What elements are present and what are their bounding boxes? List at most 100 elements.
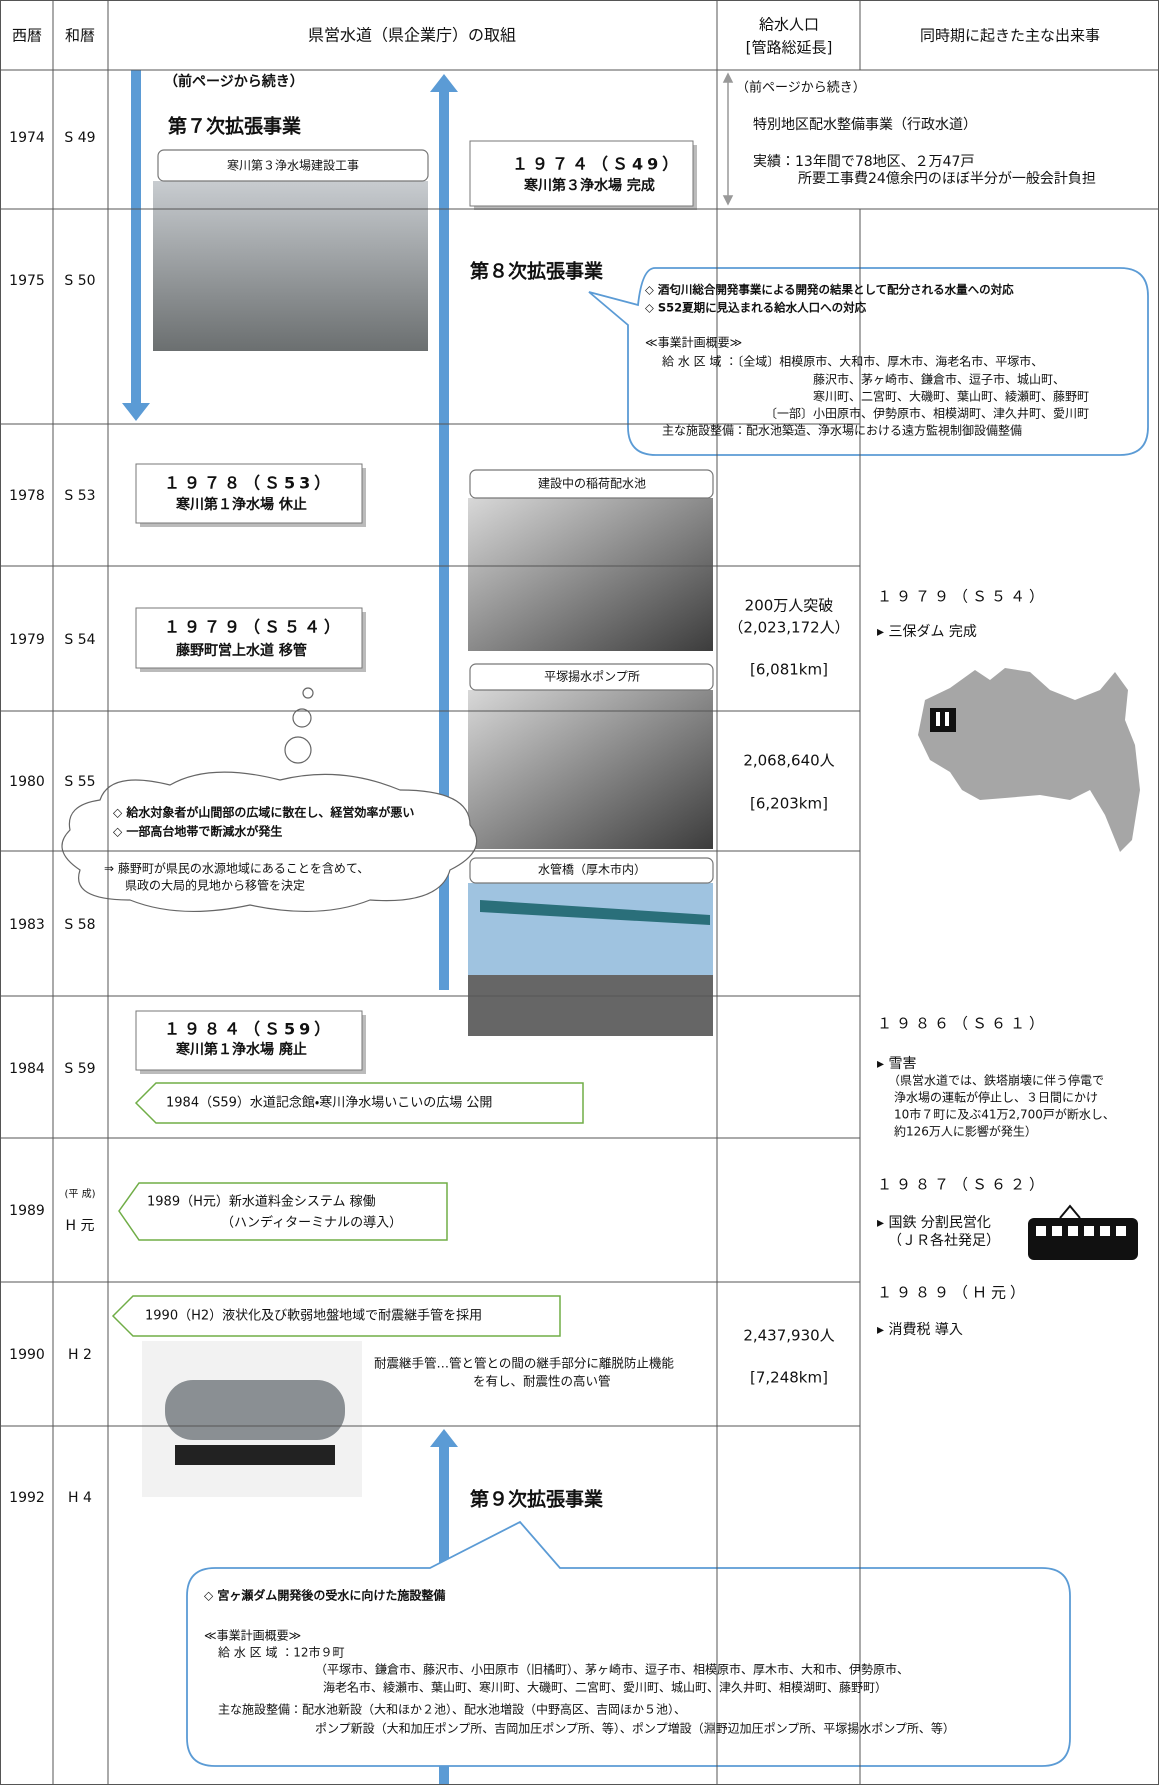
plan-line: （平塚市、鎌倉市、藤沢市、小田原市（旧橘町）、茅ヶ崎市、逗子市、相模原市、厚木市… bbox=[315, 1662, 909, 1677]
project-title: 第７次拡張事業 bbox=[168, 115, 302, 138]
continued-note: （前ページから続き） bbox=[736, 80, 866, 96]
photo bbox=[468, 690, 713, 849]
year-cell: 1979 bbox=[9, 632, 45, 648]
map bbox=[918, 668, 1140, 852]
callout bbox=[588, 267, 1149, 456]
photo bbox=[468, 498, 713, 651]
plan-heading: ≪事業計画概要≫ bbox=[204, 1628, 301, 1643]
photo-pipe bbox=[165, 1380, 345, 1440]
header-cell: 和暦 bbox=[65, 27, 95, 45]
pipe-note: を有し、耐震性の高い管 bbox=[473, 1374, 611, 1389]
event-item: ▸ 消費税 導入 bbox=[877, 1322, 963, 1338]
photo bbox=[468, 975, 713, 1036]
plan-line: ポンプ新設（大和加圧ポンプ所、吉岡加圧ポンプ所、等）、ポンプ増設（淵野辺加圧ポン… bbox=[315, 1722, 955, 1736]
plan-heading: ≪事業計画概要≫ bbox=[645, 335, 742, 350]
year-cell: 1974 bbox=[9, 130, 45, 146]
event-item: （県営水道では、鉄塔崩壊に伴う停電で bbox=[888, 1073, 1104, 1088]
header-bg bbox=[0, 0, 1159, 70]
plan-line: 海老名市、綾瀬市、葉山町、寒川町、大磯町、二宮町、愛川町、城山町、津久井町、相模… bbox=[323, 1680, 887, 1695]
event-year: １９８９（Ｈ元） bbox=[877, 1284, 1029, 1302]
event-item: （ＪＲ各社発足） bbox=[888, 1233, 1000, 1249]
milestone-text: 藤野町営上水道 移管 bbox=[176, 642, 307, 659]
photo-pipe-base bbox=[175, 1445, 335, 1465]
population-value: （2,023,172人） bbox=[728, 619, 849, 637]
population-value: [6,081km] bbox=[750, 661, 828, 679]
year-cell: 1983 bbox=[9, 917, 45, 933]
note: 1984（S59）水道記念館・寒川浄水場いこいの広場 公開 bbox=[166, 1096, 492, 1111]
dam-icon bbox=[930, 708, 956, 732]
event-item: ▸ 雪害 bbox=[877, 1056, 916, 1072]
year-cell: 1978 bbox=[9, 488, 45, 504]
plan-line: 〔一部〕小田原市、伊勢原市、相模湖町、津久井町、愛川町 bbox=[765, 406, 1089, 421]
goal: ◇ 酒匂川総合開発事業による開発の結果として配分される水量への対応 bbox=[645, 283, 1014, 297]
era-cell: S 58 bbox=[64, 917, 95, 933]
conclusion: ⇒ 藤野町が県民の水源地域にあることを含めて、 bbox=[104, 861, 369, 876]
continued-note: （前ページから続き） bbox=[164, 73, 304, 90]
plan-line: 藤沢市、茅ヶ崎市、鎌倉市、逗子市、城山町、 bbox=[813, 372, 1065, 387]
year-cell: 1980 bbox=[9, 774, 45, 790]
goal: ◇ S52夏期に見込まれる給水人口への対応 bbox=[645, 301, 867, 315]
year-cell: 1992 bbox=[9, 1490, 45, 1506]
conclusion: 県政の大局的見地から移管を決定 bbox=[125, 878, 305, 893]
cloud bbox=[61, 687, 478, 913]
goal: ◇ 宮ヶ瀬ダム開発後の受水に向けた施設整備 bbox=[204, 1588, 445, 1603]
pipe-note: 耐震継手管…管と管との間の継手部分に離脱防止機能 bbox=[374, 1356, 674, 1371]
issue: ◇ 一部高台地帯で断減水が発生 bbox=[113, 824, 282, 839]
photo-bridge bbox=[480, 900, 710, 925]
milestone-year: １９７８（Ｓ53） bbox=[164, 474, 334, 493]
population-value: 200万人突破 bbox=[745, 597, 834, 615]
year-cell: 1990 bbox=[9, 1347, 45, 1363]
plan-line: 寒川町、二宮町、大磯町、葉山町、綾瀬町、藤野町 bbox=[813, 389, 1089, 404]
photo-caption: 寒川第３浄水場建設工事 bbox=[227, 159, 359, 173]
event-item: 10市７町に及ぶ41万2,700戸が断水し、 bbox=[894, 1107, 1115, 1122]
milestone-year: １９７９（Ｓ５４） bbox=[164, 618, 344, 637]
milestone-text: 寒川第３浄水場 完成 bbox=[523, 177, 655, 194]
note: （ハンディターミナルの導入） bbox=[221, 1215, 402, 1231]
milestone-year: １９８４（Ｓ59） bbox=[164, 1020, 334, 1039]
milestone-boxes bbox=[135, 140, 697, 1074]
event-item: 約126万人に影響が発生） bbox=[894, 1124, 1037, 1139]
note-boxes bbox=[111, 1082, 584, 1337]
photo bbox=[153, 181, 428, 351]
milestone-text: 寒川第１浄水場 廃止 bbox=[175, 1041, 307, 1058]
event-item: 浄水場の運転が停止し、３日間にかけ bbox=[894, 1090, 1098, 1105]
event-year: １９７９（Ｓ５４） bbox=[877, 588, 1048, 606]
era-cell: H 4 bbox=[68, 1490, 92, 1506]
era-cell: S 54 bbox=[64, 632, 95, 648]
header-cell: 同時期に起きた主な出来事 bbox=[920, 27, 1100, 45]
event-year: １９８６（Ｓ６１） bbox=[877, 1015, 1048, 1033]
captions bbox=[157, 149, 714, 884]
plan-line: 主な施設整備：配水池築造、浄水場における遠方監視制御設備整備 bbox=[662, 423, 1022, 438]
milestone-text: 寒川第１浄水場 休止 bbox=[175, 496, 307, 513]
era-cell: H 元 bbox=[66, 1218, 95, 1234]
milestone-year: １９７４（Ｓ49） bbox=[512, 155, 682, 174]
era-note: (平 成) bbox=[65, 1188, 96, 1200]
issue: ◇ 給水対象者が山間部の広域に散在し、経営効率が悪い bbox=[113, 805, 414, 820]
plan-line: 給 水 区 域 ：〔全域〕相模原市、大和市、厚木市、海老名市、平塚市、 bbox=[662, 354, 1043, 369]
era-cell: S 53 bbox=[64, 488, 95, 504]
event-item: ▸ 三保ダム 完成 bbox=[877, 624, 977, 640]
note: 1989（H元）新水道料金システム 稼働 bbox=[147, 1195, 376, 1210]
era-cell: S 49 bbox=[64, 130, 95, 146]
population-value: 2,068,640人 bbox=[743, 752, 834, 770]
note: 1990（H2）液状化及び軟弱地盤地域で耐震継手管を採用 bbox=[145, 1308, 482, 1324]
population-value: [7,248km] bbox=[750, 1369, 828, 1387]
header-cell: 県営水道（県企業庁）の取組 bbox=[308, 26, 516, 45]
train-icon bbox=[1028, 1204, 1138, 1260]
era-cell: S 59 bbox=[64, 1061, 95, 1077]
photo-caption: 水管橋（厚木市内） bbox=[538, 862, 646, 877]
era-cell: H 2 bbox=[68, 1347, 92, 1363]
special-result: 所要工事費24億余円のほぼ半分が一般会計負担 bbox=[798, 171, 1096, 187]
year-cell: 1989 bbox=[9, 1203, 45, 1219]
event-year: １９８７（Ｓ６２） bbox=[877, 1176, 1048, 1194]
header-cell: [管路総延長] bbox=[746, 39, 833, 57]
plan-line: 主な施設整備：配水池新設（大和ほか２池）、配水池増設（中野高区、吉岡ほか５池）、 bbox=[218, 1702, 686, 1717]
plan-line: 給 水 区 域 ：12市９町 bbox=[218, 1646, 345, 1660]
project-title: 第９次拡張事業 bbox=[470, 1488, 604, 1511]
header-cell: 西暦 bbox=[12, 27, 42, 45]
photo-caption: 建設中の稲荷配水池 bbox=[538, 476, 646, 491]
population-arrow bbox=[722, 72, 734, 206]
photo-caption: 平塚揚水ポンプ所 bbox=[544, 670, 640, 684]
era-cell: S 50 bbox=[64, 273, 95, 289]
